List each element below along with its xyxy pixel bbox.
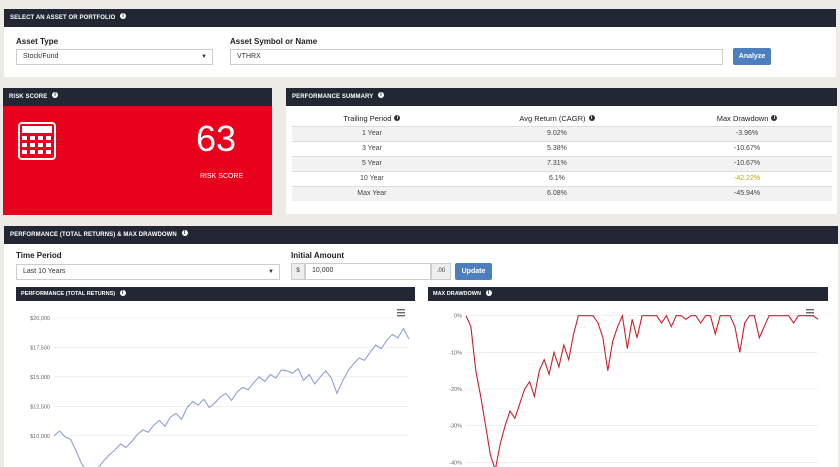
y-tick-label: -10% — [449, 350, 462, 356]
y-tick-label: $12,500 — [30, 404, 50, 410]
y-tick-label: 0% — [454, 314, 462, 320]
performance-summary-header: PERFORMANCE SUMMARY i — [286, 88, 837, 106]
time-period-value: Last 10 Years — [23, 268, 66, 275]
performance-summary-panel: PERFORMANCE SUMMARY i Trailing Period i A… — [286, 88, 837, 214]
performance-panel: PERFORMANCE (TOTAL RETURNS) & MAX DRAWDO… — [4, 226, 838, 467]
info-icon[interactable]: i — [119, 289, 126, 296]
risk-score-value: 63 — [196, 118, 237, 159]
performance-header: PERFORMANCE (TOTAL RETURNS) & MAX DRAWDO… — [4, 226, 838, 244]
analyze-button[interactable]: Analyze — [733, 48, 771, 65]
risk-score-title: RISK SCORE — [9, 94, 48, 100]
asset-type-select[interactable]: Stock/Fund ▼ — [16, 49, 213, 65]
drawdown-cell: -45.94% — [662, 185, 832, 201]
asset-type-value: Stock/Fund — [23, 53, 59, 60]
calculator-icon — [18, 122, 56, 160]
column-header: Avg Return (CAGR) i — [452, 112, 662, 126]
column-header: Trailing Period i — [292, 112, 452, 126]
cents-addon: .00 — [431, 263, 451, 280]
performance-summary-table: Trailing Period i Avg Return (CAGR) i Max … — [292, 112, 832, 201]
info-icon[interactable]: i — [394, 115, 401, 122]
info-icon[interactable]: i — [588, 115, 595, 122]
cagr-cell: 5.38% — [451, 140, 663, 156]
returns-chart-title: PERFORMANCE (TOTAL RETURNS) — [21, 291, 116, 297]
cagr-cell: 6.1% — [451, 170, 663, 186]
risk-score-panel: RISK SCORE i 63 RISK SCORE — [3, 88, 272, 215]
performance-summary-title: PERFORMANCE SUMMARY — [292, 94, 374, 100]
select-asset-title: SELECT AN ASSET OR PORTFOLIO — [10, 15, 116, 21]
y-tick-label: $15,000 — [30, 375, 50, 381]
currency-addon: $ — [291, 263, 305, 280]
y-tick-label: -40% — [449, 460, 462, 466]
column-header: Max Drawdown i — [662, 112, 832, 126]
info-icon[interactable]: i — [771, 115, 778, 122]
period-cell: 3 Year — [292, 140, 452, 156]
chevron-down-icon: ▼ — [201, 54, 207, 60]
y-tick-label: $20,000 — [30, 316, 50, 322]
returns-chart-panel: PERFORMANCE (TOTAL RETURNS) i $20,000 $17… — [16, 287, 415, 467]
info-icon[interactable]: i — [378, 92, 385, 99]
drawdown-chart: 0% -10% -20% -30% -40% — [449, 309, 819, 467]
symbol-label: Asset Symbol or Name — [230, 37, 318, 46]
table-row: 5 Year 7.31% -10.67% — [292, 155, 832, 171]
cagr-cell: 6.08% — [451, 185, 663, 201]
table-row: 1 Year 9.02% -3.96% — [292, 125, 832, 141]
y-tick-label: -30% — [449, 424, 462, 430]
time-period-label: Time Period — [16, 251, 62, 260]
drawdown-chart-header: MAX DRAWDOWN i — [428, 287, 828, 301]
performance-title: PERFORMANCE (TOTAL RETURNS) & MAX DRAWDO… — [10, 232, 177, 238]
table-row: 3 Year 5.38% -10.67% — [292, 140, 832, 156]
initial-amount-label: Initial Amount — [291, 251, 345, 260]
drawdown-cell: -42.22% — [662, 170, 832, 186]
drawdown-cell: -10.67% — [662, 155, 832, 171]
time-period-select[interactable]: Last 10 Years ▼ — [16, 264, 280, 280]
cagr-cell: 7.31% — [451, 155, 663, 171]
series-line — [465, 313, 819, 467]
update-button[interactable]: Update — [455, 263, 492, 280]
symbol-input[interactable]: VTHRX — [230, 49, 723, 65]
returns-chart-header: PERFORMANCE (TOTAL RETURNS) i — [16, 287, 415, 301]
period-cell: 5 Year — [292, 155, 452, 171]
cagr-cell: 9.02% — [451, 125, 663, 141]
period-cell: 1 Year — [292, 125, 452, 141]
returns-chart: $20,000 $17,500 $15,000 $12,500 $10,000 — [30, 309, 410, 467]
info-icon[interactable]: i — [120, 13, 127, 20]
y-tick-label: -20% — [449, 387, 462, 393]
menu-icon[interactable] — [397, 309, 405, 317]
drawdown-cell: -10.67% — [662, 140, 832, 156]
select-asset-panel: SELECT AN ASSET OR PORTFOLIO i Asset Typ… — [4, 9, 836, 77]
table-row: Max Year 6.08% -45.94% — [292, 185, 832, 201]
table-row: 10 Year 6.1% -42.22% — [292, 170, 832, 186]
info-icon[interactable]: i — [485, 289, 492, 296]
menu-icon[interactable] — [806, 309, 814, 317]
asset-type-label: Asset Type — [16, 37, 59, 46]
info-icon[interactable]: i — [52, 92, 59, 99]
drawdown-chart-panel: MAX DRAWDOWN i 0% -10% -20% -30% -40% — [428, 287, 828, 467]
chevron-down-icon: ▼ — [268, 269, 274, 275]
period-cell: Max Year — [292, 185, 452, 201]
select-asset-header: SELECT AN ASSET OR PORTFOLIO i — [4, 9, 836, 27]
y-tick-label: $10,000 — [30, 434, 50, 440]
risk-score-header: RISK SCORE i — [3, 88, 272, 106]
drawdown-chart-title: MAX DRAWDOWN — [433, 291, 481, 297]
period-cell: 10 Year — [292, 170, 452, 186]
series-line — [53, 327, 410, 467]
risk-score-caption: RISK SCORE — [200, 173, 244, 180]
initial-amount-input[interactable]: 10,000 — [305, 263, 431, 280]
y-tick-label: $17,500 — [30, 345, 50, 351]
info-icon[interactable]: i — [181, 230, 188, 237]
drawdown-cell: -3.96% — [662, 125, 832, 141]
